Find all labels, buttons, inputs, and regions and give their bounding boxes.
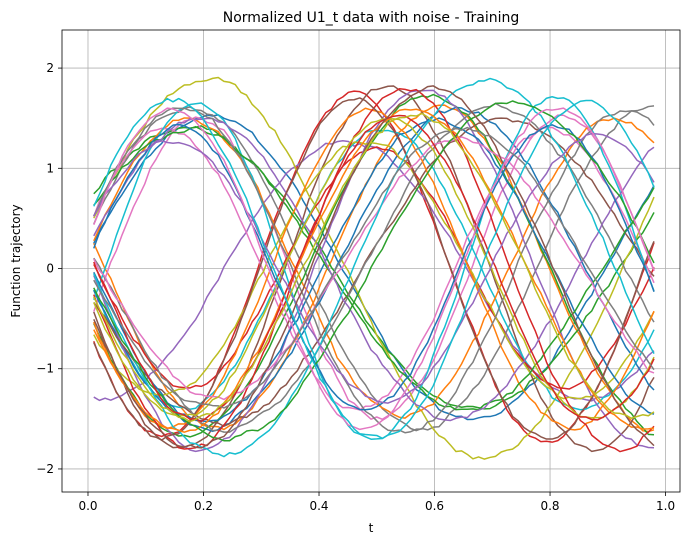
series-line: [93, 77, 655, 458]
series-line: [93, 97, 655, 441]
series-line: [93, 93, 655, 438]
y-tick-label: 2: [46, 61, 54, 75]
series-line: [93, 107, 655, 434]
series-line: [93, 105, 655, 432]
series-line: [93, 117, 655, 422]
y-tick-label: 1: [46, 161, 54, 175]
series-line: [93, 114, 655, 423]
series-line: [93, 106, 655, 433]
x-tick-label: 0.8: [540, 499, 559, 513]
y-tick-label: −1: [36, 362, 54, 376]
x-tick-label: 0.0: [78, 499, 97, 513]
series-line: [93, 136, 655, 401]
series-line: [93, 118, 655, 419]
series-line: [93, 114, 655, 421]
y-tick-label: 0: [46, 262, 54, 276]
y-axis-label: Function trajectory: [9, 204, 23, 317]
series-line: [93, 85, 655, 449]
y-tick-label: −2: [36, 462, 54, 476]
axes-frame: [61, 29, 681, 493]
series-line: [93, 126, 655, 409]
x-tick-label: 0.2: [194, 499, 213, 513]
series-lines: [93, 76, 655, 460]
plot-area: [93, 76, 655, 460]
series-line: [93, 107, 655, 431]
grid-lines: [62, 30, 680, 492]
x-tick-label: 0.6: [425, 499, 444, 513]
series-line: [93, 97, 655, 440]
x-tick-label: 0.4: [309, 499, 328, 513]
series-line: [93, 117, 655, 419]
series-line: [93, 140, 655, 402]
series-line: [93, 141, 655, 400]
series-line: [93, 112, 655, 423]
series-line: [93, 132, 655, 404]
x-axis-label: t: [369, 521, 374, 535]
series-line: [93, 117, 655, 423]
series-line: [93, 100, 655, 442]
x-tick-label: 1.0: [656, 499, 675, 513]
series-line: [93, 95, 655, 440]
series-line: [93, 108, 655, 433]
series-line: [93, 126, 655, 411]
x-axis-ticks: 0.0 0.2 0.4 0.6 0.8 1.0: [78, 492, 675, 513]
series-line: [93, 125, 655, 411]
chart-title: Normalized U1_t data with noise - Traini…: [223, 10, 520, 26]
series-line: [93, 123, 655, 411]
y-axis-ticks: −2 −1 0 1 2: [36, 61, 62, 476]
